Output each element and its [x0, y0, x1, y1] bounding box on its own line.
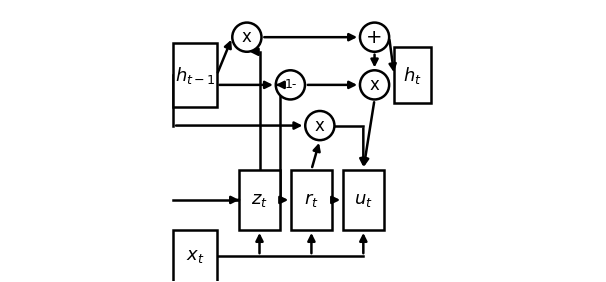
Text: $r_t$: $r_t$	[304, 191, 319, 209]
FancyBboxPatch shape	[173, 230, 217, 282]
FancyBboxPatch shape	[394, 47, 431, 103]
Circle shape	[276, 70, 305, 100]
FancyBboxPatch shape	[291, 170, 331, 230]
FancyBboxPatch shape	[343, 170, 384, 230]
Text: x: x	[242, 28, 252, 46]
Text: $h_t$: $h_t$	[403, 65, 422, 85]
Text: $z_t$: $z_t$	[251, 191, 268, 209]
FancyBboxPatch shape	[173, 43, 217, 107]
Text: 1-: 1-	[284, 78, 296, 91]
Text: $x_t$: $x_t$	[185, 247, 204, 265]
Text: +: +	[366, 28, 383, 47]
Circle shape	[360, 23, 389, 52]
Text: $u_t$: $u_t$	[354, 191, 373, 209]
Circle shape	[305, 111, 335, 140]
Text: x: x	[370, 76, 379, 94]
Text: $h_{t-1}$: $h_{t-1}$	[175, 65, 215, 85]
Text: x: x	[315, 116, 325, 135]
Circle shape	[232, 23, 261, 52]
FancyBboxPatch shape	[239, 170, 280, 230]
Circle shape	[360, 70, 389, 100]
